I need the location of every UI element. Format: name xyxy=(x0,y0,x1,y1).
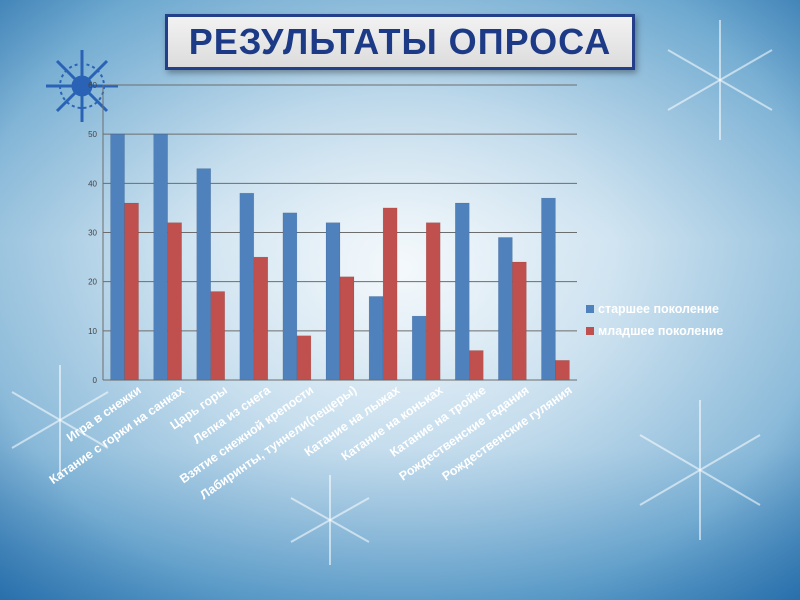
y-tick-label: 20 xyxy=(88,278,97,287)
bar-older-0 xyxy=(110,133,125,381)
bar-younger-0 xyxy=(124,202,139,381)
bar-younger-6 xyxy=(382,207,398,381)
y-tick-label: 0 xyxy=(93,376,98,385)
bar-older-4 xyxy=(282,212,298,381)
bar-younger-2 xyxy=(210,291,225,381)
bar-younger-8 xyxy=(469,350,484,381)
y-tick-label: 10 xyxy=(88,327,97,336)
y-tick-label: 40 xyxy=(88,179,97,188)
bar-younger-9 xyxy=(512,261,527,381)
bar-older-5 xyxy=(325,222,341,381)
bar-younger-5 xyxy=(339,276,355,381)
bar-older-2 xyxy=(196,168,211,381)
bar-older-8 xyxy=(455,202,470,381)
snowflake-decoration-icon xyxy=(11,20,773,565)
y-tick-label: 30 xyxy=(88,229,97,238)
bar-younger-10 xyxy=(555,360,570,381)
bar-older-6 xyxy=(368,296,384,381)
bar-older-3 xyxy=(239,192,255,381)
bar-younger-3 xyxy=(253,256,269,381)
bar-older-1 xyxy=(153,133,168,381)
bar-older-7 xyxy=(411,315,427,381)
bar-younger-4 xyxy=(296,335,312,381)
legend-label: старшее поколение xyxy=(598,302,719,316)
page-title: РЕЗУЛЬТАТЫ ОПРОСА xyxy=(188,21,612,62)
bars xyxy=(110,133,570,381)
legend-swatch xyxy=(586,327,594,335)
snowflake-icon xyxy=(46,50,118,122)
legend: старшее поколение младшее поколение xyxy=(586,302,723,338)
legend-swatch xyxy=(586,305,594,313)
y-tick-label: 60 xyxy=(88,81,97,90)
bar-older-10 xyxy=(541,197,556,381)
bar-younger-1 xyxy=(167,222,182,381)
bar-older-9 xyxy=(498,237,513,381)
y-tick-label: 50 xyxy=(88,130,97,139)
y-axis-ticks: 0 10 20 30 40 50 60 xyxy=(88,81,97,385)
title-box: РЕЗУЛЬТАТЫ ОПРОСА xyxy=(165,14,635,70)
legend-label: младшее поколение xyxy=(598,324,723,338)
bar-younger-7 xyxy=(425,222,441,381)
